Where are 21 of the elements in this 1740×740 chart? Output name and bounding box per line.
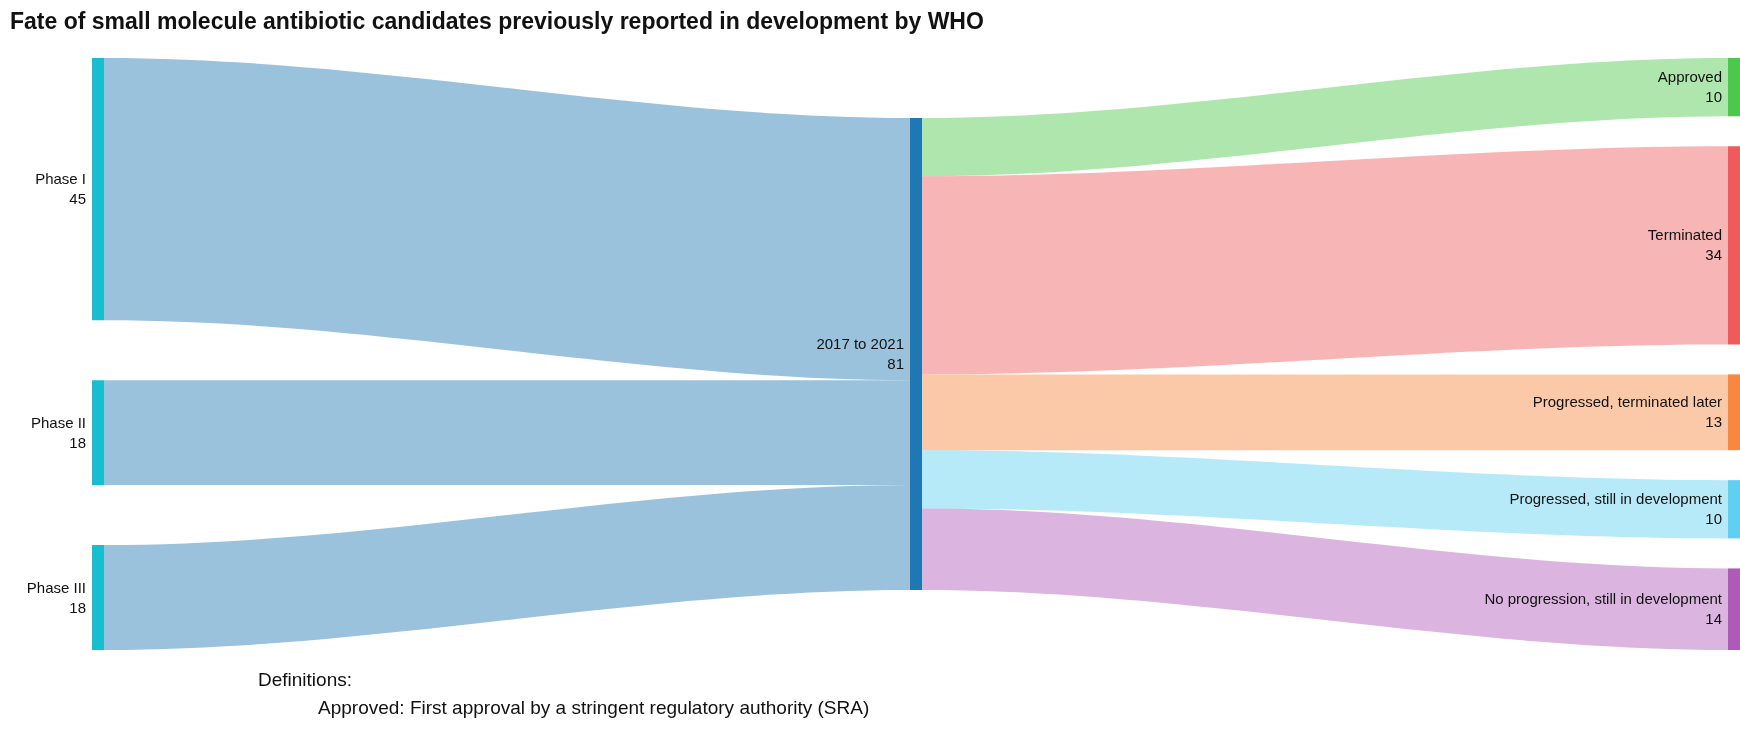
text: Definitions: <box>258 669 352 690</box>
data-label: 18 <box>69 598 86 616</box>
data-label: 10 <box>1705 88 1722 106</box>
category-label: Progressed, still in development <box>1509 490 1723 508</box>
text: Fate of small molecule antibiotic candidates previously reported in development by WHO <box>10 8 984 34</box>
data-label: 14 <box>1705 610 1722 628</box>
category-label: Terminated <box>1647 226 1722 244</box>
data-label: 45 <box>69 190 86 208</box>
data-label: 81 <box>887 355 904 372</box>
category-label: Phase I <box>35 170 86 188</box>
data-label: 34 <box>1705 246 1722 264</box>
data-label: 10 <box>1705 510 1722 528</box>
category-label: Progressed, terminated later <box>1532 393 1722 411</box>
category-label: Phase II <box>30 413 86 431</box>
data-label: 13 <box>1705 413 1722 431</box>
category-label: Approved <box>1657 68 1722 86</box>
category-label: 2017 to 2021 <box>816 335 904 352</box>
category-label: Phase III <box>26 578 86 596</box>
category-label: No progression, still in development <box>1484 590 1723 608</box>
data-label: 18 <box>69 433 86 451</box>
text: Approved: First approval by a stringent regulatory authority (SRA) <box>318 697 870 718</box>
